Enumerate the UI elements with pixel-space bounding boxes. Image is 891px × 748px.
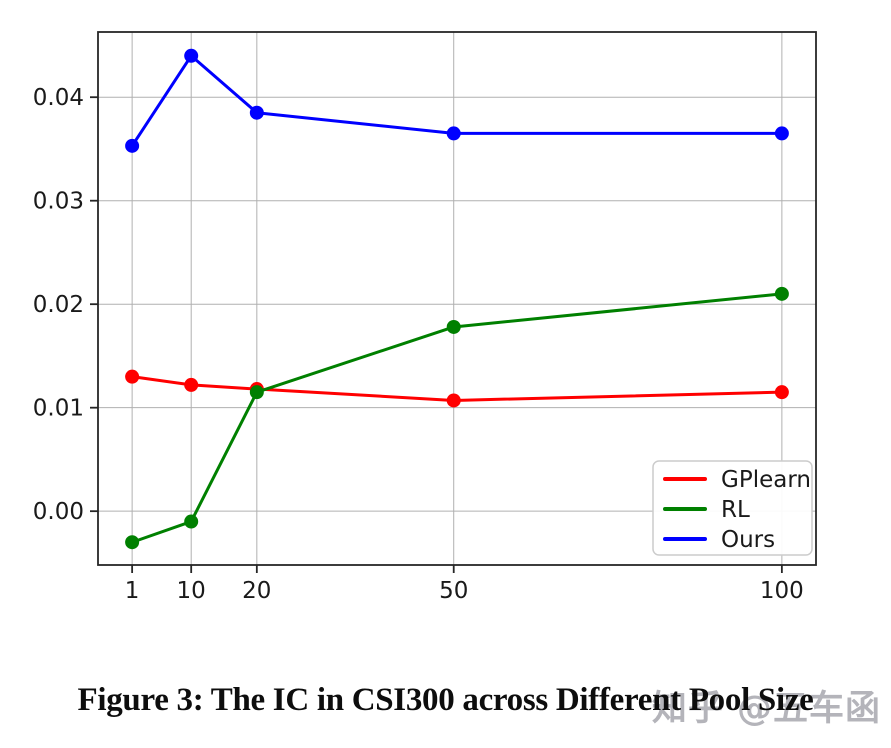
legend-item-rl: RL <box>663 497 750 523</box>
figure-caption: Figure 3: The IC in CSI300 across Differ… <box>77 682 814 718</box>
caption-row: 知乎 @五车函 Figure 3: The IC in CSI300 acros… <box>0 678 891 738</box>
x-tick-label-20: 20 <box>242 578 271 604</box>
data-point-gplearn-x1 <box>125 369 140 384</box>
legend-item-ours: Ours <box>663 527 775 553</box>
legend-item-gplearn: GPlearn <box>663 467 811 493</box>
y-tick-label-0.01: 0.01 <box>33 396 84 422</box>
x-tick-label-1: 1 <box>125 578 140 604</box>
data-point-ours-x1 <box>125 138 140 153</box>
x-tick-label-100: 100 <box>760 578 804 604</box>
y-tick-label-0.00: 0.00 <box>33 499 84 525</box>
data-point-rl-x20 <box>249 385 264 400</box>
data-point-rl-x100 <box>774 286 789 301</box>
legend: GPlearn RL Ours <box>652 460 813 556</box>
data-point-ours-x50 <box>446 126 461 141</box>
y-tick-label-0.03: 0.03 <box>33 189 84 215</box>
data-point-gplearn-x50 <box>446 393 461 408</box>
data-point-rl-x10 <box>184 514 199 529</box>
legend-box <box>652 460 813 556</box>
x-tick-label-10: 10 <box>177 578 206 604</box>
data-point-ours-x100 <box>774 126 789 141</box>
x-tick-label-50: 50 <box>439 578 468 604</box>
data-point-gplearn-x10 <box>184 377 199 392</box>
data-point-gplearn-x100 <box>774 385 789 400</box>
data-point-ours-x10 <box>184 48 199 63</box>
data-point-rl-x50 <box>446 319 461 334</box>
ic-pool-size-line-chart: 1 10 20 50 100 0.00 0.01 0.02 0.03 0.04 GPlearn RL O… <box>33 31 817 604</box>
data-point-rl-x1 <box>125 535 140 550</box>
legend-label-rl: RL <box>721 497 750 523</box>
watermark: 知乎 @五车函 <box>651 689 881 729</box>
y-tick-label-0.02: 0.02 <box>33 292 84 318</box>
data-point-ours-x20 <box>249 105 264 120</box>
legend-label-ours: Ours <box>721 527 775 553</box>
plot-border <box>97 31 817 566</box>
y-tick-label-0.04: 0.04 <box>33 85 84 111</box>
legend-label-gplearn: GPlearn <box>721 467 811 493</box>
